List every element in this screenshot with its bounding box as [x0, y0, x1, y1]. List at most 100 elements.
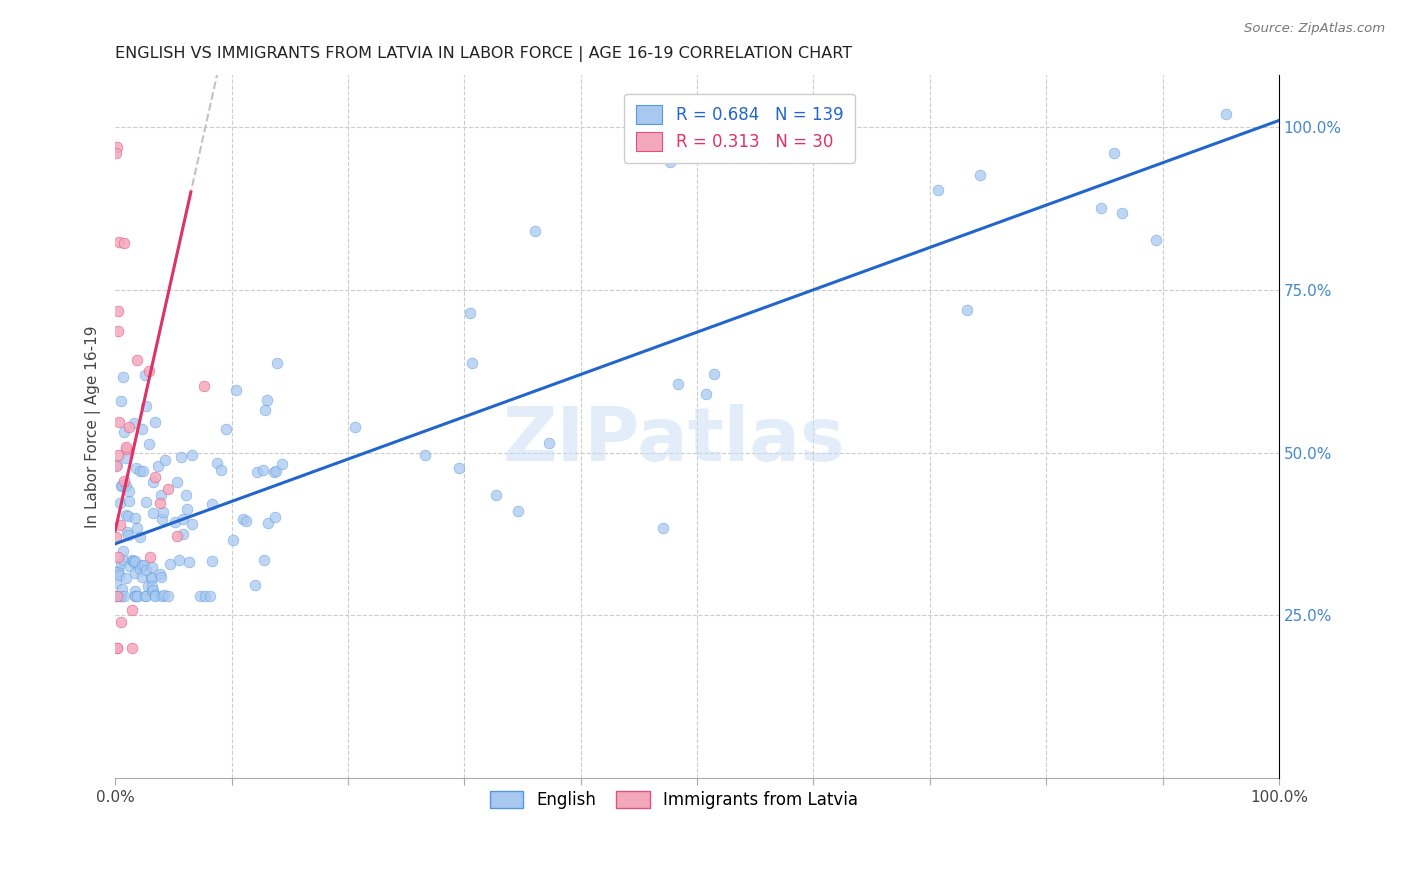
Point [118, 420, 141, 434]
Point [146, 459, 169, 474]
Point [205, 456, 228, 470]
Point [215, 422, 238, 436]
Point [135, 563, 157, 577]
Point [271, 457, 294, 471]
Point [167, 553, 190, 567]
Point [193, 379, 215, 393]
Legend: English, Immigrants from Latvia: English, Immigrants from Latvia [484, 784, 865, 815]
Point [114, 440, 136, 454]
Point [115, 508, 138, 523]
Point [153, 452, 176, 467]
Point [506, 504, 529, 518]
Point [449, 460, 471, 475]
Point [128, 562, 150, 576]
Point [174, 488, 197, 502]
Point [115, 525, 138, 540]
Point [111, 582, 134, 597]
Point [188, 589, 211, 603]
Point [170, 450, 193, 464]
Point [1111, 206, 1133, 220]
Point [129, 530, 152, 544]
Point [176, 502, 198, 516]
Point [1215, 107, 1237, 121]
Point [141, 579, 163, 593]
Point [107, 235, 129, 249]
Point [152, 588, 174, 602]
Point [172, 512, 194, 526]
Point [485, 488, 508, 502]
Point [138, 437, 160, 451]
Point [117, 493, 139, 508]
Point [150, 512, 173, 526]
Point [124, 566, 146, 580]
Point [460, 306, 482, 320]
Point [181, 517, 204, 532]
Point [124, 589, 146, 603]
Point [149, 566, 172, 581]
Point [135, 494, 157, 508]
Point [121, 640, 143, 655]
Point [117, 509, 139, 524]
Point [112, 235, 135, 250]
Point [166, 529, 188, 543]
Point [246, 465, 269, 479]
Point [252, 463, 274, 477]
Point [105, 589, 128, 603]
Point [111, 478, 134, 492]
Point [121, 553, 143, 567]
Point [107, 303, 129, 318]
Point [124, 554, 146, 568]
Point [108, 416, 131, 430]
Point [235, 514, 257, 528]
Point [107, 448, 129, 462]
Point [127, 589, 149, 603]
Point [343, 419, 366, 434]
Point [110, 479, 132, 493]
Point [115, 450, 138, 465]
Point [142, 506, 165, 520]
Point [134, 558, 156, 572]
Point [198, 589, 221, 603]
Point [254, 403, 277, 417]
Point [142, 475, 165, 490]
Text: ZIPatlas: ZIPatlas [502, 404, 845, 477]
Point [956, 303, 979, 318]
Point [124, 583, 146, 598]
Point [111, 544, 134, 558]
Point [538, 436, 561, 450]
Point [253, 553, 276, 567]
Point [105, 640, 128, 655]
Point [131, 558, 153, 572]
Point [703, 368, 725, 382]
Point [110, 615, 132, 630]
Y-axis label: In Labor Force | Age 16-19: In Labor Force | Age 16-19 [86, 326, 101, 528]
Point [107, 565, 129, 579]
Point [105, 575, 128, 590]
Point [225, 383, 247, 397]
Point [232, 511, 254, 525]
Point [243, 578, 266, 592]
Point [136, 579, 159, 593]
Point [152, 505, 174, 519]
Point [110, 556, 132, 570]
Point [114, 478, 136, 492]
Point [264, 464, 287, 478]
Point [110, 394, 132, 409]
Point [131, 570, 153, 584]
Point [145, 589, 167, 603]
Point [135, 399, 157, 413]
Point [127, 589, 149, 603]
Point [108, 495, 131, 509]
Point [201, 554, 224, 568]
Point [124, 460, 146, 475]
Point [107, 549, 129, 564]
Point [257, 516, 280, 531]
Point [180, 448, 202, 462]
Point [157, 589, 180, 603]
Point [969, 168, 991, 182]
Point [105, 589, 128, 603]
Point [110, 589, 132, 603]
Point [118, 558, 141, 573]
Point [179, 555, 201, 569]
Point [108, 568, 131, 582]
